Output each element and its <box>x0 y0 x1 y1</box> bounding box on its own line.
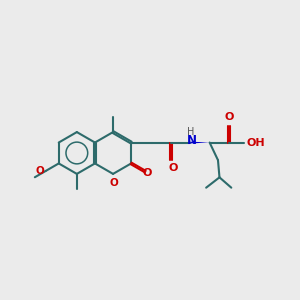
Text: OH: OH <box>247 137 265 148</box>
Text: O: O <box>224 112 234 122</box>
Text: N: N <box>187 134 197 147</box>
Text: O: O <box>143 168 152 178</box>
Text: O: O <box>109 178 118 188</box>
Text: O: O <box>36 166 44 176</box>
Polygon shape <box>190 142 210 143</box>
Text: H: H <box>188 127 195 137</box>
Text: O: O <box>168 163 178 173</box>
